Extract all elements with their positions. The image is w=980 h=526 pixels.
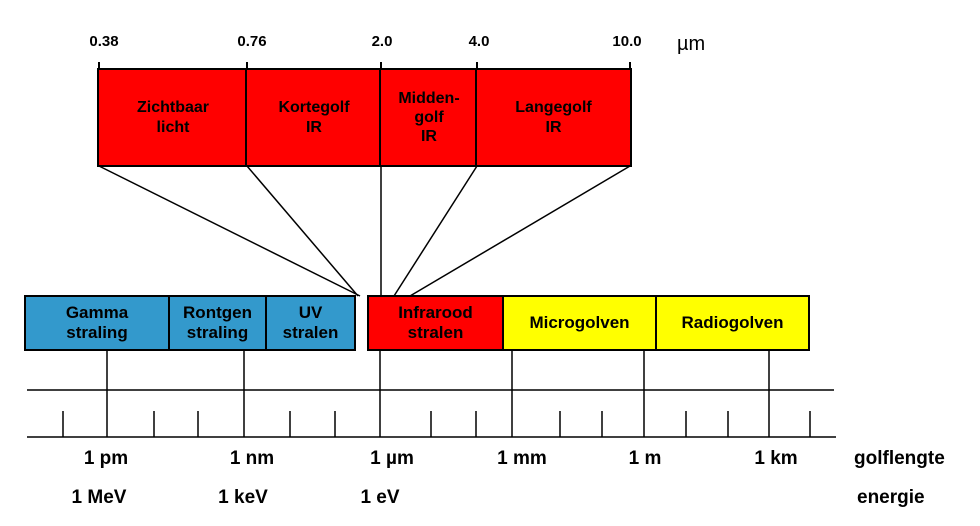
wavelength-caption: golflengte [854,448,945,469]
wavelength-label: 1 mm [497,448,547,469]
wavelength-label: 1 nm [229,448,275,469]
detail-tick-label: 10.0 [612,33,642,50]
wavelength-label: 1 km [754,448,798,469]
zoom-line [246,165,359,297]
energy-label: 1 keV [218,487,268,508]
detail-tick-label: 4.0 [468,33,490,50]
band-uv: UV stralen [265,295,356,351]
detail-tick-label: 0.76 [237,33,267,50]
band-xray: Rontgen straling [168,295,267,351]
wavelength-label: 1 m [628,448,662,469]
zoom-line [393,165,478,297]
detail-unit-label: µm [677,33,706,55]
band-gamma: Gamma straling [24,295,170,351]
band-radio: Radiogolven [655,295,810,351]
detail-tick-label: 0.38 [89,33,119,50]
wavelength-label: 1 µm [370,448,414,469]
detail-tick-label: 2.0 [371,33,393,50]
band-short-wave-ir: Kortegolf IR [245,68,383,167]
energy-caption: energie [857,487,925,508]
energy-label: 1 MeV [71,487,127,508]
band-mid-wave-ir: Midden- golf IR [379,68,479,167]
energy-label: 1 eV [360,487,400,508]
wavelength-label: 1 pm [83,448,129,469]
band-infrared: Infrarood stralen [367,295,504,351]
band-microwave: Microgolven [502,295,657,351]
band-long-wave-ir: Langegolf IR [475,68,632,167]
zoom-line [409,165,631,297]
zoom-line [98,165,361,297]
band-visible-light: Zichtbaar licht [97,68,249,167]
